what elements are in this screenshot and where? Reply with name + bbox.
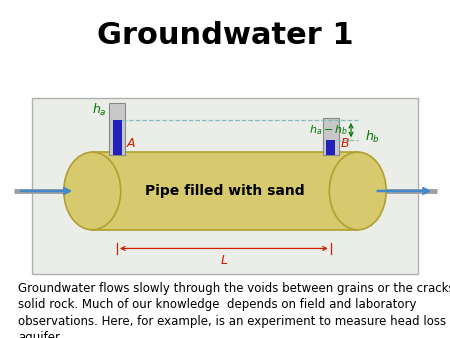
Bar	[323, 118, 339, 155]
Text: solid rock. Much of our knowledge  depends on field and laboratory: solid rock. Much of our knowledge depend…	[18, 298, 417, 311]
Text: $h_b$: $h_b$	[365, 129, 380, 145]
Bar	[92, 152, 358, 230]
Bar	[32, 98, 419, 274]
Bar	[112, 120, 122, 155]
Bar	[326, 140, 335, 155]
Text: Groundwater flows slowly through the voids between grains or the cracks in: Groundwater flows slowly through the voi…	[18, 282, 450, 295]
Ellipse shape	[329, 152, 386, 230]
Bar	[109, 103, 125, 155]
Text: Groundwater 1: Groundwater 1	[97, 21, 353, 50]
Ellipse shape	[64, 152, 121, 230]
Text: observations. Here, for example, is an experiment to measure head loss in an: observations. Here, for example, is an e…	[18, 315, 450, 328]
Text: B: B	[341, 138, 349, 150]
Text: L: L	[220, 254, 227, 266]
Text: Pipe filled with sand: Pipe filled with sand	[145, 184, 305, 198]
Text: $h_a$: $h_a$	[92, 102, 107, 118]
Text: A: A	[127, 138, 135, 150]
Text: aquifer.: aquifer.	[18, 331, 63, 338]
Text: $h_a - h_b$: $h_a - h_b$	[309, 123, 349, 137]
